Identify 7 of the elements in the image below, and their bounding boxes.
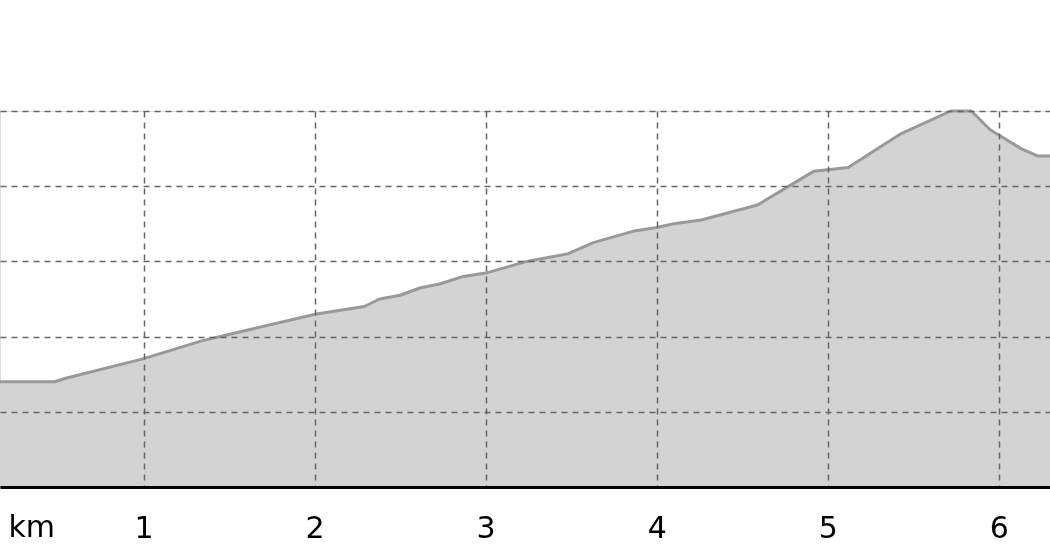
x-tick-label: 5 (818, 509, 838, 545)
x-tick-label: 4 (647, 509, 667, 545)
x-tick-label: 2 (305, 509, 325, 545)
x-tick-label: 3 (476, 509, 496, 545)
x-tick-label: 6 (989, 509, 1009, 545)
x-tick-label: 1 (134, 509, 154, 545)
x-axis-title: km (8, 508, 56, 544)
